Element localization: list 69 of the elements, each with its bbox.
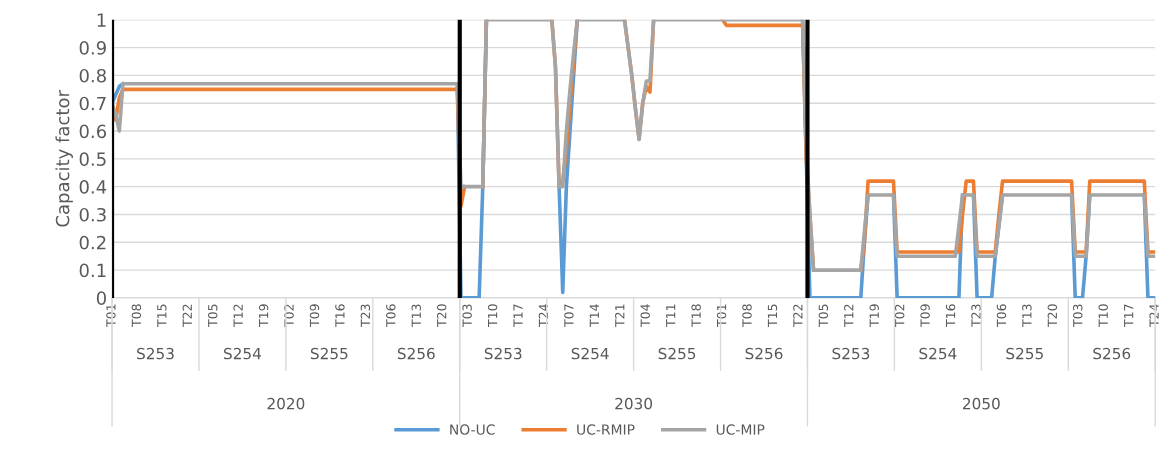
x-tick-label: T09 — [309, 304, 320, 328]
text: S253 — [832, 347, 870, 360]
x-tick-label: T20 — [436, 304, 447, 328]
legend-label: UC-RMIP — [577, 424, 635, 435]
x-tick-label: T17 — [1124, 304, 1134, 328]
text: S254 — [224, 347, 261, 360]
text: S256 — [1093, 347, 1131, 360]
x-tick-label: T22 — [182, 304, 192, 328]
x-tick-label: T15 — [157, 304, 167, 328]
text: S254 — [919, 347, 957, 360]
y-tick-label: 0.4 — [79, 180, 107, 194]
x-tick-label: T19 — [258, 304, 269, 328]
x-tick-label: T02 — [284, 304, 294, 328]
x-tick-label: T14 — [589, 304, 599, 328]
y-tick-label: 0 — [96, 291, 106, 306]
x-tick-label: T23 — [360, 304, 371, 328]
x-tick-label: T20 — [1047, 304, 1058, 328]
x-tick-label: T19 — [869, 304, 879, 328]
x-tick-label: T18 — [691, 304, 701, 328]
x-tick-label: T01 — [106, 304, 116, 328]
x-tick-label: T05 — [207, 304, 218, 328]
text: S255 — [658, 347, 696, 360]
x-tick-label: T21 — [615, 304, 625, 328]
y-axis-title: Capacity factor — [55, 90, 73, 227]
x-tick-label: T16 — [945, 304, 956, 328]
x-tick-label: T22 — [793, 304, 803, 328]
y-tick-label: 1 — [97, 13, 106, 27]
legend-label: UC-MIP — [716, 424, 765, 435]
x-tick-label: T08 — [131, 304, 142, 328]
x-tick-label: T13 — [1022, 304, 1032, 328]
text: S255 — [310, 347, 348, 360]
x-tick-label: T07 — [564, 304, 574, 328]
x-tick-label: T16 — [335, 304, 345, 328]
y-tick-label: 0.7 — [79, 96, 106, 111]
x-tick-label: T23 — [971, 304, 981, 328]
y-tick-label: 0.5 — [79, 152, 106, 166]
x-tick-label: T03 — [1073, 304, 1083, 328]
text: S256 — [397, 347, 435, 360]
legend-label: NO-UC — [450, 424, 495, 435]
text: S253 — [484, 347, 522, 360]
x-tick-label: T10 — [487, 304, 498, 328]
x-tick-label: T06 — [996, 304, 1007, 328]
x-tick-label: T06 — [386, 304, 396, 328]
text: 2020 — [267, 397, 305, 410]
text: S253 — [137, 347, 174, 360]
x-tick-label: T10 — [1098, 304, 1108, 328]
text: S256 — [745, 347, 783, 360]
text: S255 — [1006, 347, 1043, 360]
x-tick-label: T11 — [666, 304, 676, 328]
x-tick-label: T08 — [742, 304, 752, 328]
x-tick-label: T12 — [233, 304, 243, 328]
y-tick-label: 0.9 — [79, 41, 106, 55]
y-tick-label: 0.3 — [79, 207, 106, 222]
y-tick-label: 0.8 — [79, 68, 106, 83]
x-tick-label: T02 — [894, 304, 905, 328]
y-tick-label: 0.2 — [79, 235, 106, 250]
text: 2050 — [963, 397, 1000, 410]
text: 2030 — [615, 397, 653, 410]
x-tick-label: T13 — [411, 304, 421, 328]
y-tick-label: 0.6 — [79, 124, 107, 139]
x-tick-label: T17 — [513, 304, 523, 328]
x-tick-label: T04 — [640, 304, 650, 328]
x-tick-label: T12 — [844, 304, 854, 328]
x-tick-label: T03 — [462, 304, 472, 328]
x-tick-label: T09 — [920, 304, 930, 328]
y-tick-label: 0.1 — [79, 263, 106, 278]
x-tick-label: T05 — [818, 304, 829, 328]
x-tick-label: T15 — [767, 304, 778, 328]
text: S254 — [571, 347, 609, 360]
